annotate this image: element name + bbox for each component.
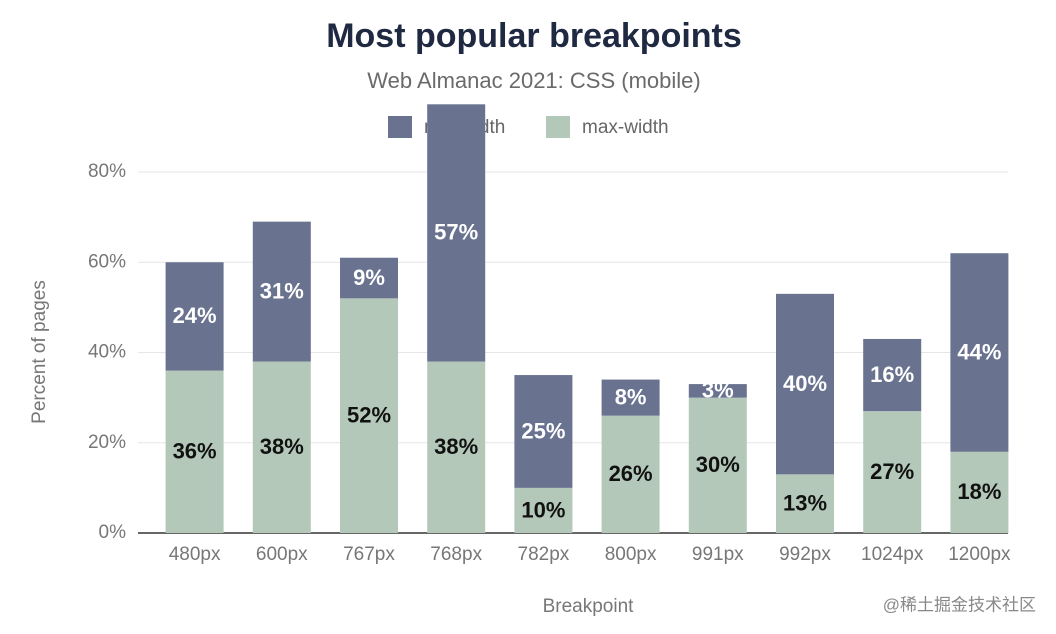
chart-title: Most popular breakpoints: [326, 17, 742, 55]
data-label: 38%: [260, 434, 304, 459]
data-label: 27%: [870, 459, 914, 484]
bar-segment: [340, 298, 398, 533]
y-tick-label: 80%: [88, 161, 126, 182]
x-axis-title: Breakpoint: [543, 596, 635, 617]
data-label: 38%: [434, 434, 478, 459]
bar-segment: [427, 104, 486, 362]
bar-segment: [776, 474, 834, 533]
bar-segment: [165, 370, 224, 533]
chart-subtitle: Web Almanac 2021: CSS (mobile): [367, 68, 700, 93]
data-label: 31%: [260, 278, 304, 303]
watermark: @稀土掘金技术社区: [883, 595, 1036, 614]
bar-segment: [950, 253, 1009, 452]
data-label: 30%: [696, 452, 740, 477]
data-label: 24%: [173, 303, 217, 328]
data-label: 36%: [173, 439, 217, 464]
legend-label: max-width: [582, 117, 669, 138]
bar-segment: [776, 293, 834, 475]
y-tick-label: 40%: [88, 342, 126, 363]
x-tick-label: 782px: [518, 544, 570, 565]
data-label: 16%: [870, 362, 914, 387]
data-label: 44%: [957, 339, 1001, 364]
bar-segment: [340, 257, 398, 299]
x-tick-label: 1200px: [948, 544, 1011, 565]
data-label: 26%: [609, 461, 653, 486]
x-tick-label: 800px: [605, 544, 657, 565]
data-label: 10%: [521, 497, 565, 522]
data-label: 8%: [615, 384, 647, 409]
x-tick-label: 992px: [779, 544, 831, 565]
bar-segment: [165, 262, 224, 371]
data-label: 40%: [783, 371, 827, 396]
x-tick-label: 768px: [430, 544, 482, 565]
data-label: 9%: [353, 265, 385, 290]
bar-segment: [688, 384, 747, 398]
y-tick-label: 20%: [88, 432, 126, 453]
bar-segment: [252, 221, 311, 362]
bar-segment: [863, 338, 922, 412]
bar-segment: [252, 361, 311, 533]
legend-swatch: [546, 116, 570, 138]
bar-segment: [601, 415, 660, 533]
bar-segment: [950, 451, 1009, 533]
data-label: 25%: [521, 418, 565, 443]
x-tick-label: 600px: [256, 544, 308, 565]
data-label: 3%: [702, 378, 734, 403]
data-label: 13%: [783, 490, 827, 515]
data-label: 57%: [434, 220, 478, 245]
bar-segment: [601, 379, 660, 416]
x-tick-label: 767px: [343, 544, 395, 565]
x-tick-label: 991px: [692, 544, 744, 565]
legend-swatch: [388, 116, 412, 138]
bar-segment: [514, 487, 573, 533]
y-tick-label: 60%: [88, 251, 126, 272]
bar-segment: [863, 411, 922, 533]
bar-segment: [427, 361, 486, 533]
data-label: 18%: [957, 479, 1001, 504]
data-label: 52%: [347, 402, 391, 427]
y-axis-title: Percent of pages: [29, 280, 50, 424]
bar-segment: [688, 397, 747, 533]
y-tick-label: 0%: [99, 522, 127, 543]
x-tick-label: 1024px: [861, 544, 924, 565]
bar-segment: [514, 375, 573, 488]
x-tick-label: 480px: [169, 544, 221, 565]
